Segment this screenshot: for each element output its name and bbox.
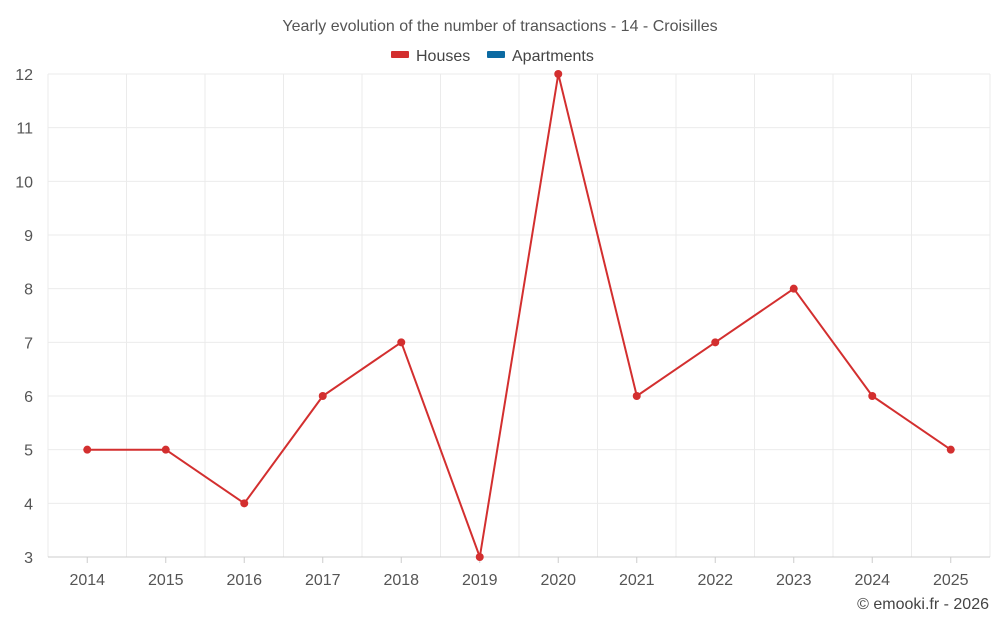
y-tick-label: 7 xyxy=(24,335,33,352)
x-tick-label: 2022 xyxy=(697,572,733,589)
x-tick-label: 2025 xyxy=(933,572,969,589)
data-point-houses[interactable] xyxy=(475,553,484,561)
legend: Houses Apartments xyxy=(391,48,594,65)
credit-text: © emooki.fr - 2026 xyxy=(857,596,989,613)
data-point-houses[interactable] xyxy=(789,284,798,293)
legend-label-houses: Houses xyxy=(416,48,470,65)
y-tick-label: 9 xyxy=(24,228,33,245)
legend-swatch-houses xyxy=(391,51,409,58)
y-tick-label: 3 xyxy=(24,550,33,567)
y-tick-label: 10 xyxy=(15,174,33,191)
data-point-houses[interactable] xyxy=(397,338,406,347)
x-tick-label: 2018 xyxy=(383,572,419,589)
legend-item-apartments[interactable]: Apartments xyxy=(487,48,594,65)
y-tick-label: 4 xyxy=(24,496,33,513)
data-point-houses[interactable] xyxy=(868,392,877,400)
data-point-houses[interactable] xyxy=(83,445,92,454)
legend-label-apartments: Apartments xyxy=(512,48,594,65)
data-point-houses[interactable] xyxy=(632,392,641,400)
x-gridlines xyxy=(47,74,991,557)
legend-item-houses[interactable]: Houses xyxy=(391,48,470,65)
legend-swatch-apartments xyxy=(487,51,505,58)
y-tick-label: 5 xyxy=(24,443,33,460)
y-tick-label: 11 xyxy=(16,121,33,138)
data-point-houses[interactable] xyxy=(161,445,170,454)
data-point-houses[interactable] xyxy=(240,499,249,508)
y-axis-ticks: 3 4 5 6 7 8 9 10 11 12 xyxy=(15,67,33,567)
data-point-houses[interactable] xyxy=(554,70,563,78)
series-layer xyxy=(83,70,955,561)
x-tick-label: 2020 xyxy=(540,572,576,589)
data-point-houses[interactable] xyxy=(711,338,720,347)
x-tick-label: 2024 xyxy=(854,572,890,589)
chart-title: Yearly evolution of the number of transa… xyxy=(282,18,717,35)
x-tick-label: 2016 xyxy=(226,572,262,589)
x-tick-label: 2023 xyxy=(776,572,812,589)
x-tick-label: 2017 xyxy=(305,572,341,589)
x-tick-label: 2019 xyxy=(462,572,498,589)
y-tick-label: 6 xyxy=(24,389,33,406)
y-tick-label: 12 xyxy=(15,67,33,84)
x-axis-ticks: 2014 2015 2016 2017 2018 2019 2020 2021 2022 2023… xyxy=(69,557,969,589)
series-line-houses xyxy=(87,73,952,558)
x-tick-label: 2015 xyxy=(148,572,184,589)
data-point-houses[interactable] xyxy=(318,392,327,400)
x-tick-label: 2014 xyxy=(69,572,105,589)
x-tick-label: 2021 xyxy=(619,572,655,589)
data-point-houses[interactable] xyxy=(946,445,955,454)
y-tick-label: 8 xyxy=(24,282,33,299)
